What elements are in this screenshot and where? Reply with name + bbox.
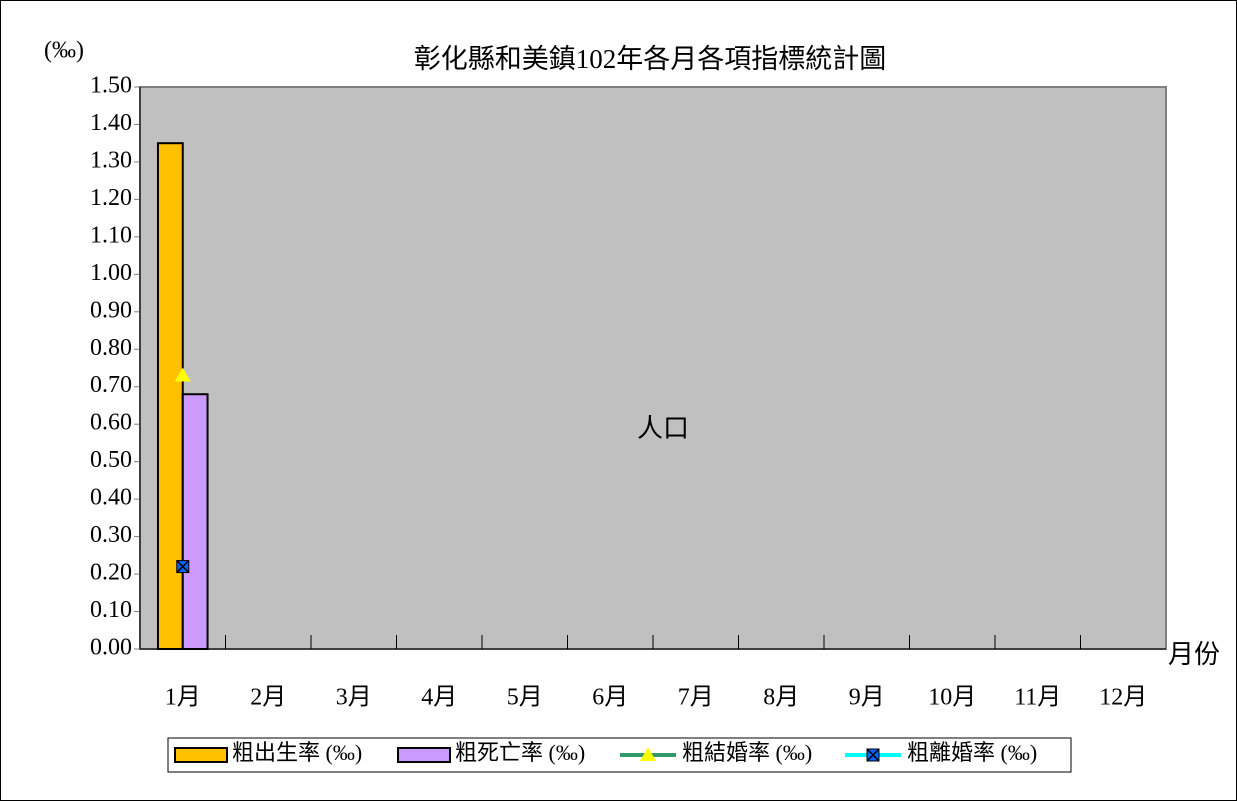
- y-tick-label: 1.30: [90, 147, 132, 173]
- line-marker: [176, 560, 190, 574]
- plot-area: [139, 86, 1167, 650]
- y-tick-label: 0.90: [90, 297, 132, 323]
- legend: [167, 737, 1072, 773]
- x-tick-label: 1月: [165, 685, 201, 711]
- legend-label: 粗死亡率 (‰): [455, 740, 585, 765]
- x-tick-label: 8月: [763, 685, 799, 711]
- y-tick-label: 0.20: [90, 560, 132, 586]
- y-tick-label: 0.00: [90, 635, 132, 661]
- y-tick-label: 1.10: [90, 222, 132, 248]
- legend-label: 粗出生率 (‰): [232, 740, 362, 765]
- x-tick-label: 7月: [678, 685, 714, 711]
- annotation: 人口: [637, 414, 689, 443]
- y-tick-label: 1.50: [90, 73, 132, 99]
- y-tick-label: 0.10: [90, 597, 132, 623]
- x-tick-label: 11月: [1014, 685, 1061, 711]
- y-tick-label: 0.60: [90, 410, 132, 436]
- y-tick-label: 0.80: [90, 335, 132, 361]
- legend-swatch: [174, 747, 228, 763]
- y-axis-label: (‰): [44, 38, 84, 64]
- x-tick-label: 2月: [250, 685, 286, 711]
- chart-title: 彰化縣和美鎮102年各月各項指標統計圖: [414, 44, 887, 74]
- y-tick-label: 0.70: [90, 372, 132, 398]
- x-tick-label: 4月: [421, 685, 457, 711]
- bar: [156, 142, 184, 650]
- x-tick-label: 9月: [849, 685, 885, 711]
- y-tick-label: 1.00: [90, 260, 132, 286]
- legend-marker: [640, 747, 656, 761]
- bar: [181, 393, 209, 650]
- x-tick-label: 5月: [507, 685, 543, 711]
- x-axis-label: 月份: [1168, 640, 1220, 669]
- y-tick-label: 0.30: [90, 522, 132, 548]
- x-tick-label: 10月: [928, 685, 976, 711]
- legend-label: 粗結婚率 (‰): [682, 740, 812, 765]
- y-tick-label: 1.40: [90, 110, 132, 136]
- legend-marker: [866, 748, 880, 762]
- legend-swatch: [397, 747, 451, 763]
- y-tick-label: 0.40: [90, 485, 132, 511]
- line-marker: [174, 367, 191, 382]
- x-tick-label: 3月: [336, 685, 372, 711]
- x-tick-label: 6月: [592, 685, 628, 711]
- legend-label: 粗離婚率 (‰): [907, 740, 1037, 765]
- y-tick-label: 1.20: [90, 185, 132, 211]
- y-tick-label: 0.50: [90, 447, 132, 473]
- x-tick-label: 12月: [1099, 685, 1147, 711]
